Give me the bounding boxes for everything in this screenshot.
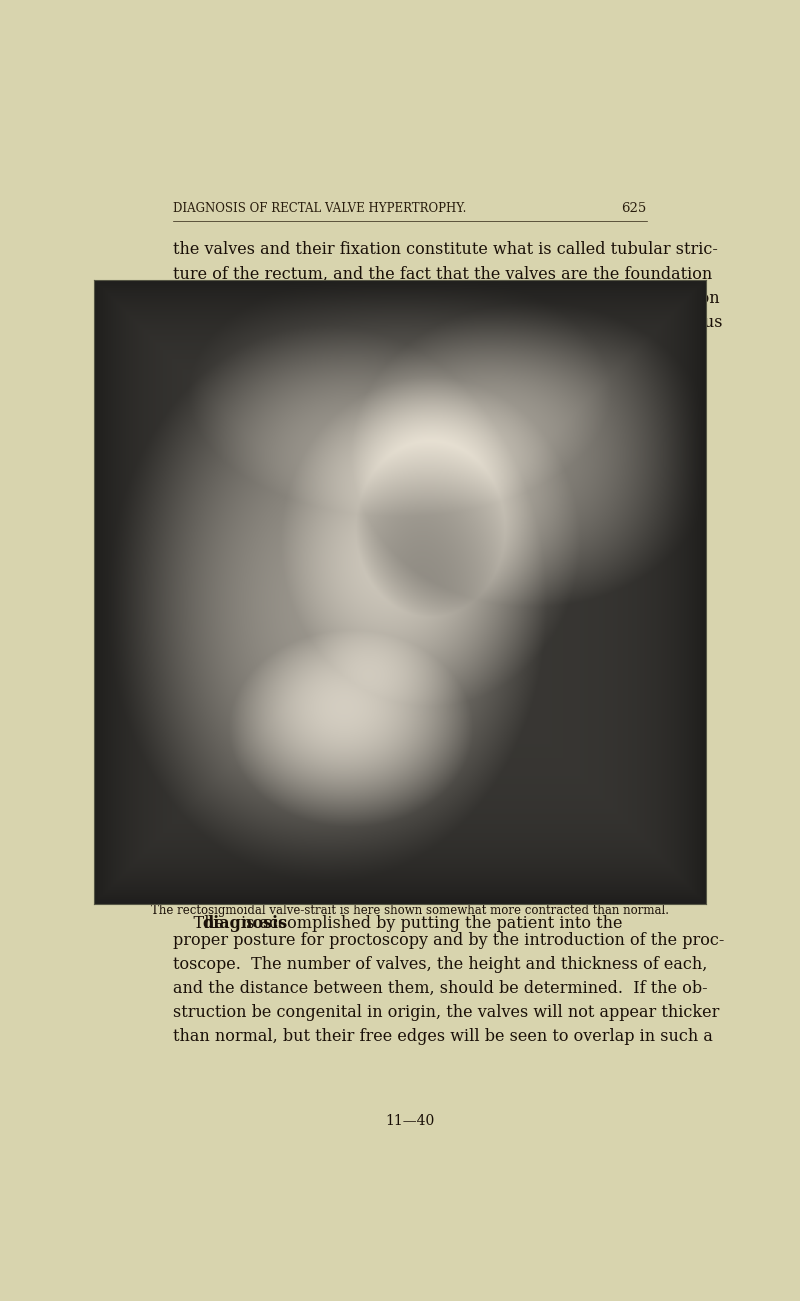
Text: proper posture for proctoscopy and by the introduction of the proc-
toscope.  Th: proper posture for proctoscopy and by th… <box>173 932 725 1045</box>
Text: is accomplished by putting the patient into the: is accomplished by putting the patient i… <box>236 916 622 933</box>
Text: Organs in Martin’s Posture.: Organs in Martin’s Posture. <box>327 890 493 903</box>
Text: DIAGNOSIS OF RECTAL VALVE HYPERTROPHY.: DIAGNOSIS OF RECTAL VALVE HYPERTROPHY. <box>173 202 466 215</box>
Text: the valves and their fixation constitute what is called tubular stric-
ture of t: the valves and their fixation constitute… <box>173 241 722 355</box>
Text: The: The <box>173 916 230 933</box>
Text: 625: 625 <box>622 202 647 215</box>
Text: diagnosis: diagnosis <box>202 916 288 933</box>
Text: 11—40: 11—40 <box>386 1114 434 1128</box>
Text: Fig. 44.—A Longitudinal Vertical Section Showing the Position of the Pelvic: Fig. 44.—A Longitudinal Vertical Section… <box>186 874 634 887</box>
Text: The rectosigmoidal valve-strait is here shown somewhat more contracted than norm: The rectosigmoidal valve-strait is here … <box>151 904 669 917</box>
